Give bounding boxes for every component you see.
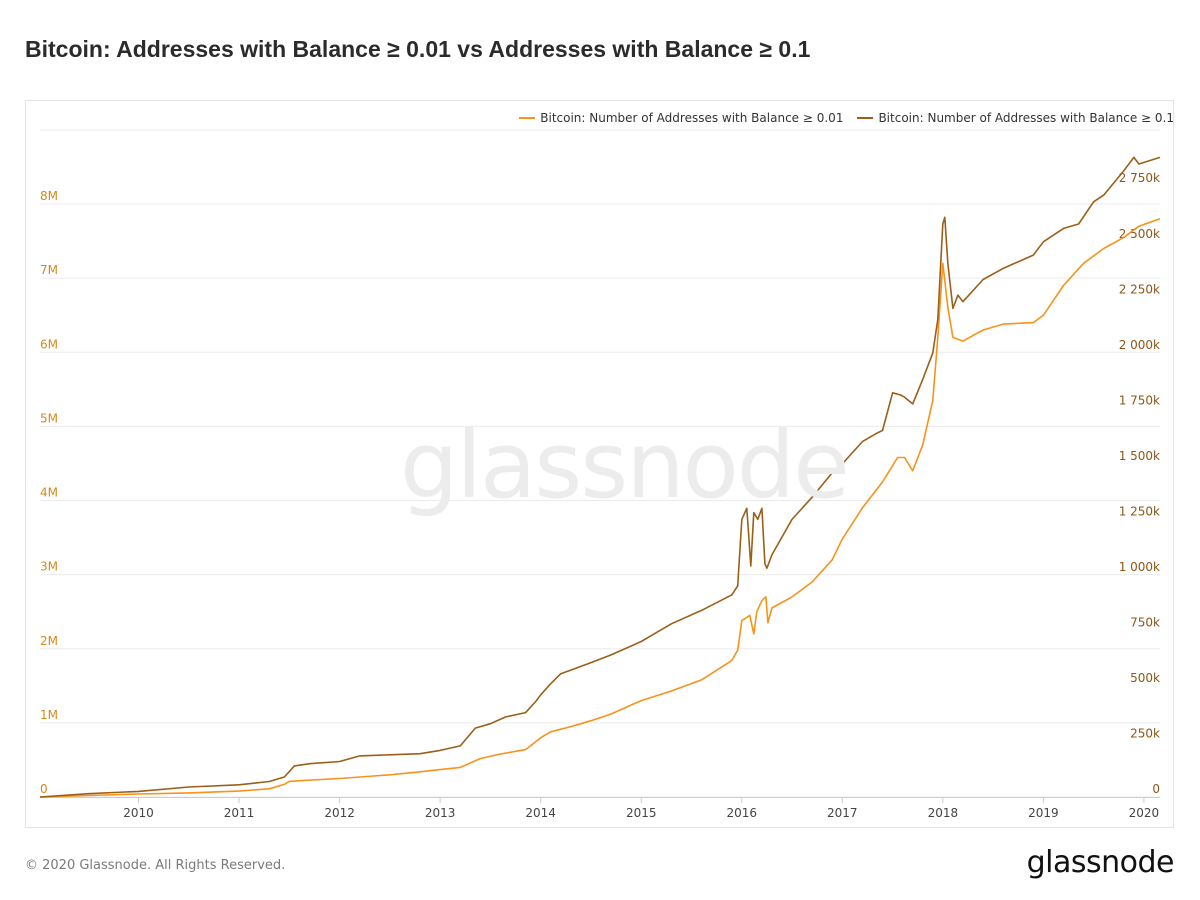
x-tick-label: 2015 [626,806,657,820]
y-right-tick-label: 1 750k [1119,393,1160,407]
y-left-tick-label: 4M [40,486,58,500]
x-tick-label: 2017 [827,806,858,820]
watermark-logo: glassnode [400,412,850,519]
y-right-tick-label: 2 500k [1119,227,1160,241]
legend-label-series-1: Bitcoin: Number of Addresses with Balanc… [540,111,844,125]
glassnode-logo[interactable]: glassnode [1026,845,1175,880]
y-right-tick-label: 2 250k [1119,282,1160,296]
copyright-footer: © 2020 Glassnode. All Rights Reserved. [25,858,286,873]
y-left-tick-label: 3M [40,560,58,574]
chart-title: Bitcoin: Addresses with Balance ≥ 0.01 v… [25,36,811,62]
x-tick-label: 2018 [928,806,959,820]
x-tick-label: 2010 [123,806,154,820]
y-right-tick-label: 250k [1130,726,1160,740]
x-axis: 2010 2011 2012 2013 2014 2015 2016 2017 2018 2019… [40,797,1160,820]
chart-frame [25,100,1174,828]
legend-label-series-2: Bitcoin: Number of Addresses with Balanc… [878,111,1174,125]
x-tick-label: 2016 [726,806,757,820]
legend-swatch-series-1 [519,117,536,119]
y-left-tick-label: 1M [40,708,58,722]
y-right-tick-label: 0 [1152,782,1160,796]
y-right-tick-label: 750k [1130,615,1160,629]
series-line-2 [39,156,1161,798]
y-left-tick-label: 0 [40,782,48,796]
x-tick-label: 2020 [1129,806,1160,820]
y-axis-left: 0 1M 2M 3M 4M 5M 6M 7M 8M [40,189,58,796]
legend-item-series-2[interactable]: Bitcoin: Number of Addresses with Balanc… [857,111,1174,125]
y-right-tick-label: 1 500k [1119,449,1160,463]
x-tick-label: 2012 [324,806,355,820]
x-tick-label: 2019 [1028,806,1059,820]
y-right-tick-label: 1 250k [1119,504,1160,518]
y-right-tick-label: 500k [1130,671,1160,685]
y-axis-right: 0 250k 500k 750k 1 000k 1 250k 1 500k 1 750k 2 0… [1119,171,1160,796]
y-left-tick-label: 8M [40,189,58,203]
x-tick-label: 2013 [425,806,456,820]
series-line-1 [39,218,1161,798]
legend-swatch-series-2 [857,117,874,119]
series-lines [39,156,1161,798]
legend: Bitcoin: Number of Addresses with Balanc… [519,111,1174,125]
y-left-tick-label: 5M [40,411,58,425]
y-right-tick-label: 2 750k [1119,171,1160,185]
legend-item-series-1[interactable]: Bitcoin: Number of Addresses with Balanc… [519,111,843,125]
y-right-tick-label: 1 000k [1119,560,1160,574]
y-left-tick-label: 7M [40,263,58,277]
x-tick-label: 2011 [224,806,255,820]
y-left-tick-label: 6M [40,337,58,351]
x-tick-label: 2014 [525,806,556,820]
y-right-tick-label: 2 000k [1119,338,1160,352]
y-left-tick-label: 2M [40,634,58,648]
